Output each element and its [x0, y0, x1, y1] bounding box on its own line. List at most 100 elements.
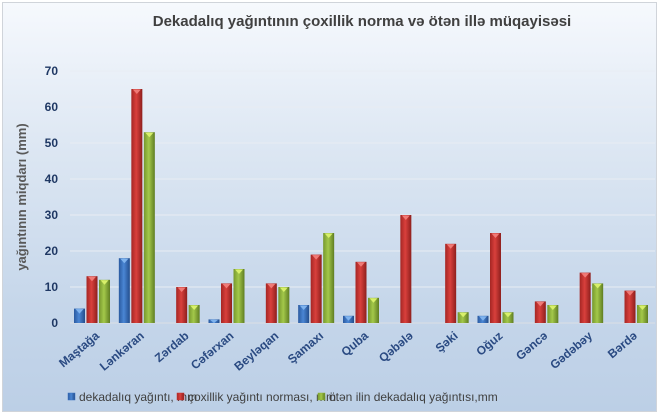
bar-body	[278, 287, 290, 323]
y-axis-label: yağıntının miqdarı (mm)	[14, 123, 29, 270]
y-tick-label: 70	[45, 64, 59, 78]
chart-title: Dekadalıq yağıntının çoxillik norma və ö…	[153, 13, 571, 30]
bar	[86, 276, 98, 323]
bar-body	[445, 243, 457, 323]
bar-body	[265, 283, 277, 323]
x-tick-label: Qəbələ	[376, 328, 416, 365]
bar-body	[579, 272, 591, 323]
bar-cap	[177, 287, 186, 292]
bar	[637, 305, 648, 323]
bar	[143, 132, 155, 323]
x-tick-label: Maştağa	[56, 328, 102, 370]
bar	[221, 283, 232, 323]
y-tick-label: 50	[45, 136, 59, 150]
bar-cap	[210, 319, 218, 323]
legend-label: dekadalıq yağıntı, mm	[79, 390, 197, 404]
bar-body	[233, 269, 245, 323]
bar-body	[99, 279, 110, 323]
bar-cap	[132, 89, 141, 94]
bar-body	[624, 290, 636, 323]
bar	[131, 89, 143, 323]
bar	[547, 305, 559, 323]
bar-body	[86, 276, 98, 323]
bar-cap	[312, 255, 321, 260]
legend-label: ötən ilin dekadalıq yağıntısı,mm	[329, 390, 498, 404]
bar-cap	[100, 280, 109, 285]
legend-swatch	[317, 392, 326, 401]
legend-item: dekadalıq yağıntı, mm	[67, 390, 197, 404]
bar-cap	[190, 305, 199, 310]
legend-swatch	[67, 392, 76, 401]
bar-cap	[235, 269, 243, 274]
bar-cap	[145, 132, 154, 138]
bar	[233, 269, 245, 323]
bar	[310, 254, 322, 323]
x-tick-label: Bərdə	[605, 328, 640, 361]
bar-body	[457, 312, 469, 323]
bar-cap	[548, 305, 557, 310]
bar-body	[131, 89, 143, 323]
bar-cap	[369, 298, 378, 303]
bar-cap	[581, 273, 590, 278]
legend-swatch	[176, 392, 185, 401]
bar-cap	[344, 316, 353, 321]
bar	[624, 290, 636, 323]
bar-cap	[88, 276, 96, 282]
bar-body	[502, 312, 514, 323]
legend-label: çoxillik yağıntı norması, mm	[188, 390, 336, 404]
x-tick-label: Gədəbəy	[547, 328, 595, 372]
y-tick-label: 0	[51, 316, 58, 330]
bar-cap	[401, 215, 410, 220]
bar-cap	[504, 312, 512, 318]
x-tick-label: Cəfərxan	[188, 329, 236, 373]
bar-cap	[120, 258, 129, 264]
bar-body	[221, 283, 232, 323]
bar	[477, 315, 489, 323]
bar-body	[592, 283, 604, 323]
bar-body	[298, 305, 310, 323]
bar	[74, 308, 85, 323]
bar-cap	[459, 312, 468, 318]
legend-item: ötən ilin dekadalıq yağıntısı,mm	[317, 390, 498, 404]
y-ticks: 0 10 20 30 40 50 60 70	[45, 64, 59, 330]
bar-body	[323, 233, 335, 323]
bar	[502, 312, 514, 323]
bar	[368, 297, 379, 323]
bar	[355, 261, 367, 323]
bar-body	[534, 301, 546, 323]
bar-cap	[626, 291, 634, 296]
bar	[265, 283, 277, 323]
x-tick-label: Şamaxı	[285, 329, 326, 367]
bar-body	[547, 305, 559, 323]
bar-body	[188, 305, 200, 323]
bar-body	[355, 261, 367, 323]
bar	[490, 233, 501, 323]
x-tick-label: Gəncə	[513, 328, 550, 363]
bar-cap	[75, 309, 84, 314]
bar	[278, 287, 290, 323]
x-tick-label: Beyləqan	[231, 329, 281, 374]
bar	[343, 315, 354, 323]
bar-cap	[536, 301, 545, 307]
bar-cap	[357, 262, 365, 267]
bar-cap	[491, 233, 500, 238]
bar-body	[118, 258, 130, 323]
bar	[457, 312, 469, 323]
bar-cap	[593, 283, 602, 289]
y-tick-label: 60	[45, 100, 59, 114]
bar-cap	[279, 287, 288, 292]
bar-cap	[479, 316, 487, 321]
bar	[323, 233, 335, 323]
bar	[592, 283, 604, 323]
bar-body	[143, 132, 155, 323]
bar-cap	[299, 305, 308, 310]
bar-cap	[324, 233, 333, 238]
y-tick-label: 40	[45, 172, 59, 186]
bar	[99, 279, 110, 323]
x-tick-label: Oğuz	[473, 329, 505, 359]
y-tick-label: 30	[45, 208, 59, 222]
